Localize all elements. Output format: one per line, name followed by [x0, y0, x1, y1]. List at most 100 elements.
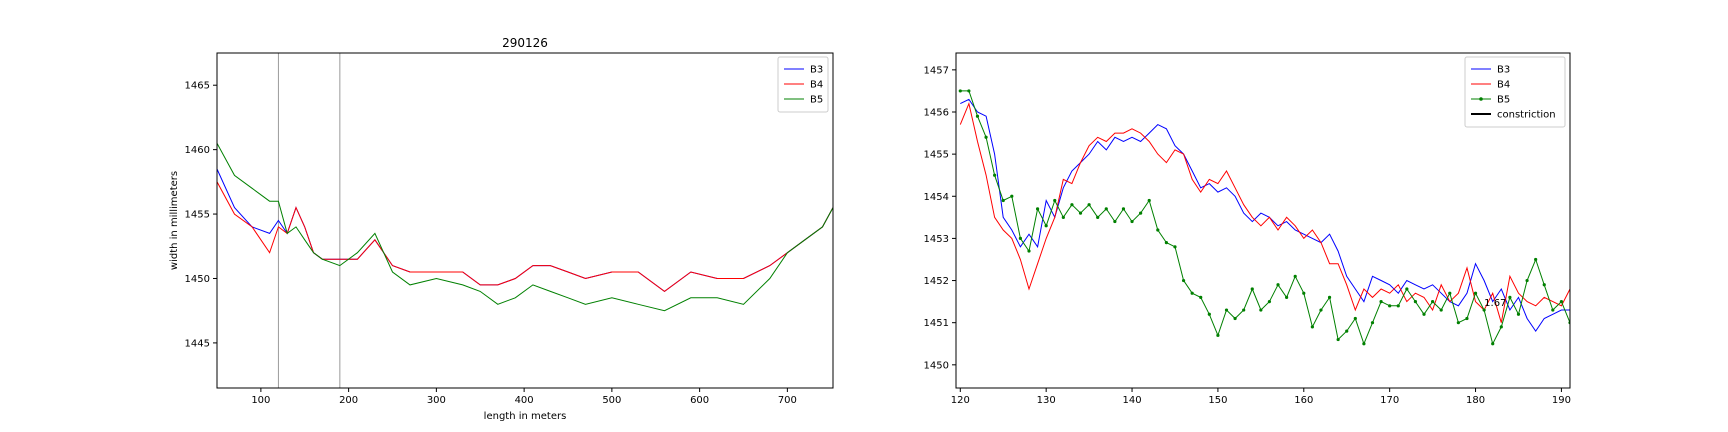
data-point-b5 — [1096, 215, 1100, 219]
data-point-b5 — [1233, 316, 1237, 321]
x-tick-label: 100 — [251, 395, 270, 406]
data-point-b5 — [1010, 194, 1014, 198]
data-point-b5 — [1482, 308, 1486, 312]
legend-label-b3: B3 — [1497, 65, 1510, 76]
data-point-b5 — [1267, 300, 1272, 304]
x-tick-label: 500 — [602, 395, 621, 406]
x-tick-label: 700 — [778, 395, 797, 406]
data-point-b5 — [1147, 198, 1151, 203]
data-point-b5 — [1336, 337, 1340, 342]
data-point-b5 — [1370, 321, 1375, 325]
series-line-b3 — [960, 98, 1570, 332]
data-point-b5 — [1139, 211, 1143, 215]
legend-frame — [1464, 56, 1566, 128]
data-point-b5 — [1130, 219, 1134, 224]
data-point-b5 — [1345, 329, 1349, 333]
data-point-b5 — [1310, 325, 1314, 329]
data-point-b5 — [1319, 308, 1323, 312]
data-point-b5 — [1388, 304, 1392, 308]
data-point-b5 — [1173, 245, 1177, 249]
x-tick-label: 120 — [951, 395, 970, 406]
data-point-b5 — [1491, 342, 1495, 346]
data-point-b5 — [1396, 304, 1400, 308]
legend: B3 B4 B5 — [777, 56, 829, 113]
data-point-b5 — [1516, 312, 1521, 316]
x-tick-label: 150 — [1208, 395, 1227, 406]
y-tick-label: 1460 — [185, 145, 210, 156]
data-point-b5 — [1431, 300, 1435, 304]
data-point-b5 — [1465, 316, 1469, 321]
legend-label-b5: B5 — [1497, 95, 1510, 106]
data-point-b5 — [1439, 308, 1443, 312]
y-tick-label: 1450 — [185, 274, 210, 285]
y-tick-label: 1457 — [924, 65, 949, 76]
plot-frame — [955, 52, 1571, 389]
data-point-b5 — [1327, 295, 1332, 300]
legend-label-b4: B4 — [1497, 80, 1510, 91]
data-point-b5 — [1207, 312, 1211, 316]
data-point-b5 — [1285, 295, 1289, 300]
data-point-b5 — [1044, 224, 1048, 228]
y-tick-label: 1453 — [924, 234, 949, 245]
data-point-b5 — [1302, 291, 1306, 295]
data-point-b5 — [1293, 274, 1297, 278]
chart-title: 290126 — [502, 36, 548, 50]
right-chart-panel: 120 130 140 150 160 170 180 190 1450 1451 1452 1453… — [924, 52, 1571, 406]
data-point-b5 — [1276, 283, 1280, 287]
plot-frame — [216, 52, 834, 389]
data-point-b5 — [1078, 211, 1083, 215]
y-tick-label: 1451 — [924, 318, 949, 329]
data-point-b5 — [1164, 241, 1168, 245]
y-tick-label: 1455 — [185, 210, 210, 221]
annotation-label: 1.67 — [1484, 298, 1506, 309]
data-point-b5 — [1551, 308, 1555, 312]
plot-area — [217, 142, 833, 312]
data-point-b5 — [1156, 228, 1160, 232]
data-point-b5 — [1499, 325, 1503, 329]
data-point-b5 — [1035, 207, 1040, 211]
data-point-b5 — [1104, 207, 1108, 211]
series-line-b4 — [217, 181, 833, 293]
data-point-b5 — [1413, 300, 1418, 304]
y-tick-label: 1456 — [924, 107, 949, 118]
x-tick-label: 170 — [1380, 395, 1399, 406]
data-point-b5 — [1121, 207, 1126, 211]
data-point-b5 — [1250, 287, 1254, 291]
data-point-b5 — [1448, 291, 1452, 295]
data-point-b5 — [1379, 300, 1383, 304]
data-point-b5 — [993, 173, 997, 177]
data-point-b5 — [958, 89, 962, 93]
x-tick-label: 190 — [1552, 395, 1571, 406]
series-line-b4 — [959, 101, 1570, 323]
data-point-b5 — [1559, 300, 1564, 304]
data-point-b5 — [1508, 295, 1512, 300]
data-point-b5 — [1113, 219, 1117, 224]
data-point-b5 — [1053, 198, 1057, 203]
left-chart-panel: 100 200 300 400 500 600 700 1445 1450 1455 1460 146… — [169, 36, 834, 422]
data-point-b5 — [1353, 316, 1357, 321]
x-tick-label: 140 — [1122, 395, 1141, 406]
y-tick-label: 1455 — [924, 150, 949, 161]
y-axis-label: width in millimeters — [169, 171, 180, 270]
data-point-b5 — [1181, 278, 1186, 283]
data-point-b5 — [1422, 312, 1426, 316]
data-point-b5 — [1027, 249, 1031, 253]
y-tick-label: 1452 — [924, 276, 949, 287]
data-point-b5 — [967, 89, 971, 93]
plot-area — [958, 89, 1570, 346]
y-tick-label: 1450 — [924, 360, 949, 371]
legend-label-b5: B5 — [810, 95, 823, 106]
data-point-b5 — [1542, 283, 1546, 287]
x-tick-label: 130 — [1037, 395, 1056, 406]
data-point-b5 — [1216, 333, 1220, 337]
data-point-b5 — [1405, 287, 1409, 291]
x-tick-label: 600 — [690, 395, 709, 406]
series-line-b5 — [217, 142, 833, 312]
y-tick-label: 1465 — [185, 81, 210, 92]
data-point-b5 — [1190, 291, 1194, 295]
data-point-b5 — [1242, 308, 1246, 312]
legend-label-constriction: constriction — [1497, 110, 1556, 121]
data-point-b5 — [1070, 203, 1074, 207]
data-point-b5 — [1259, 308, 1263, 312]
